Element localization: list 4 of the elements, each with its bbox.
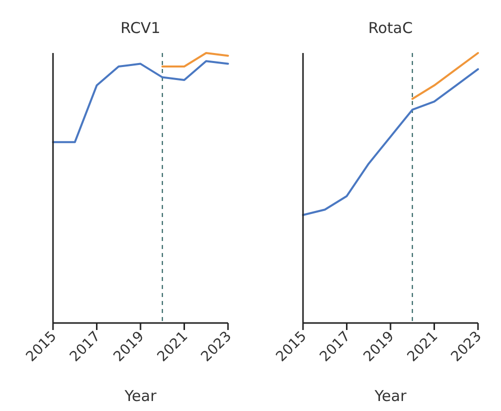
chart-title: RCV1 xyxy=(120,19,160,37)
chart-title: RotaC xyxy=(368,19,413,37)
x-axis-title: Year xyxy=(374,387,408,405)
x-axis-title: Year xyxy=(124,387,158,405)
